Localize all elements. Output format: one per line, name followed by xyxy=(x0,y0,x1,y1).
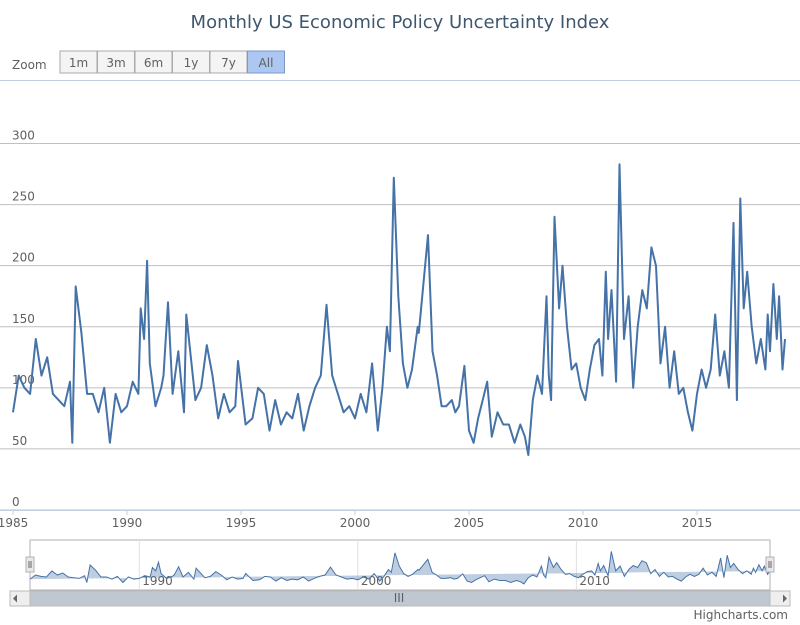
zoom-label: Zoom xyxy=(12,58,47,72)
y-tick-label: 300 xyxy=(12,129,35,143)
x-tick-label: 1985 xyxy=(0,516,28,530)
chart-title: Monthly US Economic Policy Uncertainty I… xyxy=(191,12,610,33)
range-button-label[interactable]: All xyxy=(259,56,274,70)
scroll-left-arrow[interactable] xyxy=(13,594,17,603)
range-button-label[interactable]: 6m xyxy=(144,56,163,70)
range-button[interactable] xyxy=(247,50,285,74)
x-tick-label: 2010 xyxy=(568,516,599,530)
scrollbar-thumb[interactable] xyxy=(29,590,771,607)
navigator-handle[interactable] xyxy=(25,556,35,573)
scrollbar-grip: III xyxy=(394,591,405,605)
y-tick-label: 250 xyxy=(12,190,35,204)
scroll-right-arrow[interactable] xyxy=(783,594,787,603)
navigator-line xyxy=(29,551,771,585)
credits[interactable]: Highcharts.com xyxy=(694,608,788,622)
x-tick-label: 2000 xyxy=(340,516,371,530)
y-tick-label: 0 xyxy=(12,495,20,509)
range-button-label[interactable]: 1y xyxy=(184,56,199,70)
navigator-tick-label: 2000 xyxy=(361,574,392,588)
x-tick-label: 1995 xyxy=(226,516,257,530)
navigator-frame xyxy=(29,539,771,591)
x-tick-label: 2015 xyxy=(682,516,713,530)
y-tick-label: 150 xyxy=(12,312,35,326)
data-line xyxy=(12,163,786,456)
navigator-handle[interactable] xyxy=(765,556,775,573)
x-tick-label: 2005 xyxy=(454,516,485,530)
navigator-tick-label: 2010 xyxy=(579,574,610,588)
y-tick-label: 200 xyxy=(12,251,35,265)
range-button-label[interactable]: 1m xyxy=(69,56,88,70)
range-button-label[interactable]: 7y xyxy=(221,56,236,70)
x-tick-label: 1990 xyxy=(112,516,143,530)
range-button-label[interactable]: 3m xyxy=(106,56,125,70)
y-tick-label: 50 xyxy=(12,434,27,448)
